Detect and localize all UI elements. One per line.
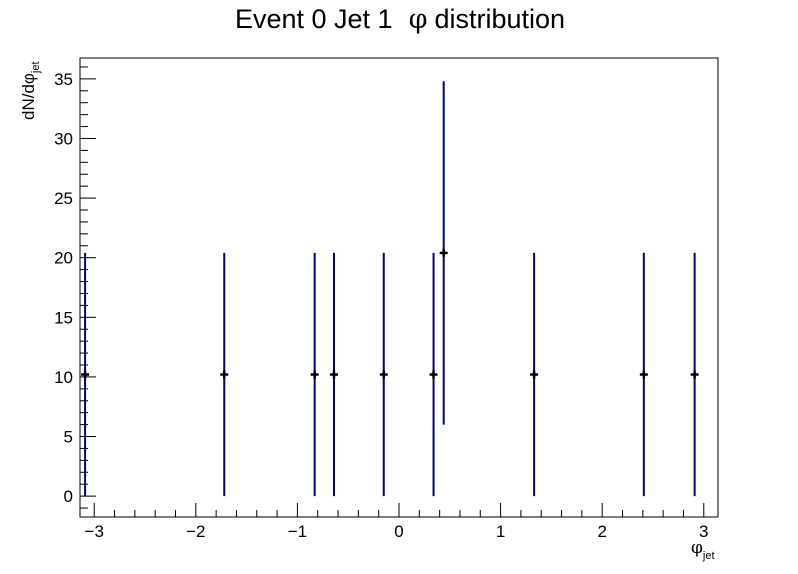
x-tick-label: −2 (186, 522, 205, 541)
x-axis: −3 −2 −1 0 1 2 3 (85, 503, 709, 541)
y-tick-label: 30 (54, 129, 73, 148)
y-tick-label: 35 (54, 70, 73, 89)
x-tick-label: 0 (394, 522, 403, 541)
y-axis-label-text: dN/dφ (19, 73, 38, 120)
x-tick-label: 1 (496, 522, 505, 541)
y-tick-label: 5 (64, 428, 73, 447)
x-tick-label: −3 (85, 522, 104, 541)
y-tick-label: 15 (54, 308, 73, 327)
y-tick-label: 20 (54, 249, 73, 268)
title-suffix: distribution (434, 4, 565, 34)
x-tick-label: −1 (288, 522, 307, 541)
y-tick-label: 25 (54, 189, 73, 208)
x-axis-label-subscript: jet (702, 550, 715, 562)
y-axis: 0 5 10 15 20 25 30 35 (54, 66, 96, 509)
x-axis-title: φjet (691, 538, 715, 562)
y-tick-label: 0 (64, 487, 73, 506)
x-tick-label: 3 (699, 522, 708, 541)
data-points (81, 81, 699, 497)
title-phi-symbol: φ (409, 4, 428, 35)
x-tick-label: 2 (597, 522, 606, 541)
y-tick-label: 10 (54, 368, 73, 387)
y-axis-label-subscript: jet (30, 61, 42, 74)
x-axis-label-symbol: φ (691, 538, 703, 558)
chart-title: Event 0 Jet 1 φ distribution (235, 4, 565, 35)
y-axis-title: dN/dφjet (19, 61, 42, 120)
title-prefix: Event 0 Jet 1 (235, 4, 393, 34)
